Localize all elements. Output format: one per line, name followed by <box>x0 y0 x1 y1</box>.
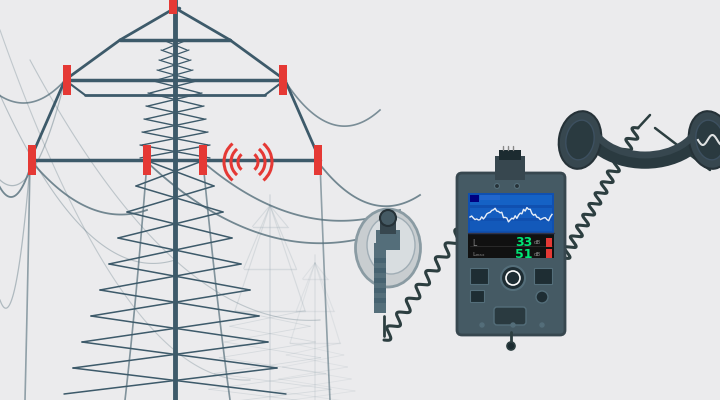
Bar <box>468 193 554 233</box>
Bar <box>470 268 488 284</box>
Bar <box>28 145 36 175</box>
Circle shape <box>507 342 515 350</box>
Bar <box>169 0 177 14</box>
Bar <box>374 243 386 313</box>
Bar <box>374 268 386 273</box>
Bar <box>468 193 554 258</box>
Bar <box>374 278 386 283</box>
Bar <box>470 195 552 205</box>
Bar <box>143 145 151 175</box>
Text: L: L <box>472 238 476 248</box>
Bar <box>495 156 525 180</box>
Text: dB: dB <box>534 252 541 256</box>
Circle shape <box>480 323 484 327</box>
FancyBboxPatch shape <box>457 173 565 335</box>
Bar <box>376 230 400 250</box>
FancyBboxPatch shape <box>494 307 526 325</box>
Bar <box>199 145 207 175</box>
Bar <box>546 249 552 258</box>
Bar <box>374 298 386 303</box>
Ellipse shape <box>696 120 720 160</box>
Bar <box>470 195 479 202</box>
Circle shape <box>501 266 525 290</box>
Bar <box>546 238 552 247</box>
Circle shape <box>536 291 548 303</box>
Bar <box>470 208 552 218</box>
Bar <box>470 290 484 302</box>
Circle shape <box>380 210 396 226</box>
Ellipse shape <box>367 216 415 274</box>
Bar <box>468 235 554 258</box>
Text: 33: 33 <box>515 236 532 250</box>
Text: 51: 51 <box>515 248 532 260</box>
Bar <box>380 222 396 234</box>
Ellipse shape <box>689 111 720 169</box>
Bar <box>314 145 322 175</box>
Bar <box>63 65 71 95</box>
Ellipse shape <box>566 120 594 160</box>
Ellipse shape <box>559 111 601 169</box>
Text: dB: dB <box>534 240 541 246</box>
Bar <box>470 221 552 231</box>
Text: Lₘₐₓ: Lₘₐₓ <box>472 252 485 256</box>
Circle shape <box>511 323 515 327</box>
Circle shape <box>540 323 544 327</box>
Bar <box>499 150 521 160</box>
Bar <box>374 288 386 293</box>
Ellipse shape <box>356 209 420 287</box>
Bar <box>279 65 287 95</box>
Circle shape <box>515 184 520 188</box>
Bar <box>480 195 500 200</box>
Bar <box>374 258 386 263</box>
Circle shape <box>495 184 500 188</box>
Bar <box>534 268 552 284</box>
